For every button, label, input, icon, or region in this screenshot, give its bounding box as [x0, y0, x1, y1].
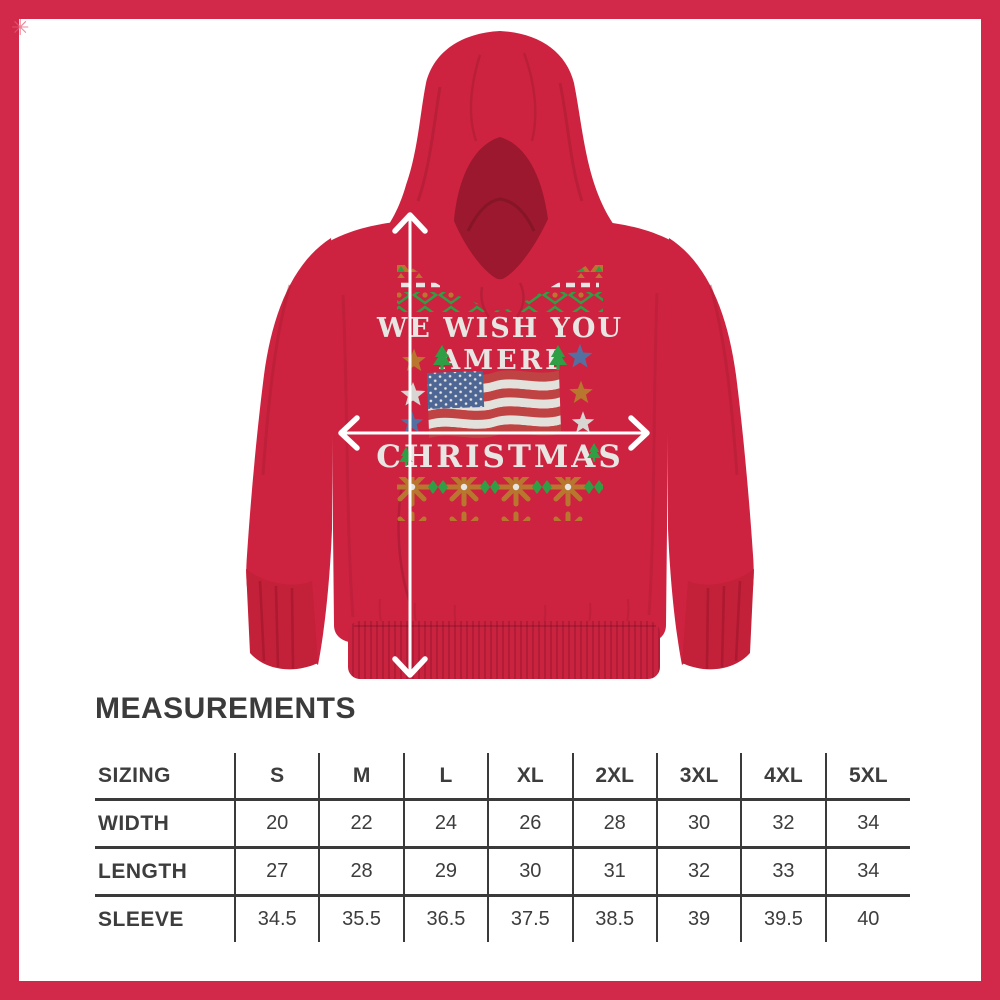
length-s: 27: [233, 847, 320, 896]
header-size-m: M: [318, 753, 404, 800]
snowflake-icon: ✳: [11, 15, 30, 40]
length-2xl: 31: [571, 847, 657, 896]
width-2xl: 28: [571, 799, 657, 848]
header-sizing: SIZING: [98, 763, 172, 787]
length-4xl: 33: [740, 847, 826, 896]
sleeve-l: 36.5: [402, 895, 489, 942]
width-arrow: [338, 415, 650, 451]
length-5xl: 34: [824, 847, 910, 896]
width-s: 20: [233, 799, 320, 848]
width-l: 24: [402, 799, 489, 848]
page-title: MEASUREMENTS: [95, 692, 357, 725]
length-m: 28: [318, 847, 404, 896]
right-cuff: [682, 569, 754, 670]
width-m: 22: [318, 799, 404, 848]
header-size-xl: XL: [487, 753, 573, 800]
width-4xl: 32: [740, 799, 826, 848]
right-sleeve: [667, 238, 754, 665]
sleeve-s: 34.5: [233, 895, 320, 942]
sleeve-3xl: 39: [655, 895, 742, 942]
header-size-2xl: 2XL: [571, 753, 657, 800]
table-row-sleeve: SLEEVE 34.5 35.5 36.5 37.5 38.5 39 39.5 …: [95, 895, 910, 942]
length-arrow: [392, 212, 428, 678]
row-label-width: WIDTH: [98, 811, 170, 835]
print-line1: WE WISH YOU: [376, 313, 623, 344]
hoodie-product-image: WE WISH YOU AMERI CHRISTMA: [246, 31, 754, 679]
length-xl: 30: [487, 847, 573, 896]
table-row-length: LENGTH 27 28 29 30 31 32 33 34: [95, 847, 910, 896]
header-size-3xl: 3XL: [655, 753, 742, 800]
waistband: [348, 621, 660, 679]
print-line3: CHRISTMAS: [376, 439, 623, 475]
left-cuff: [246, 569, 318, 670]
header-size-4xl: 4XL: [740, 753, 826, 800]
sleeve-5xl: 40: [824, 895, 910, 942]
size-table: SIZING S M L XL 2XL 3XL 4XL 5XL WIDTH 20…: [95, 753, 910, 942]
sleeve-m: 35.5: [318, 895, 404, 942]
width-5xl: 34: [824, 799, 910, 848]
sleeve-4xl: 39.5: [740, 895, 826, 942]
header-size-l: L: [402, 753, 489, 800]
header-size-5xl: 5XL: [824, 753, 910, 800]
table-header-row: SIZING S M L XL 2XL 3XL 4XL 5XL: [95, 753, 910, 800]
row-label-length: LENGTH: [98, 859, 188, 883]
table-row-width: WIDTH 20 22 24 26 28 30 32 34: [95, 799, 910, 848]
row-label-sleeve: SLEEVE: [98, 907, 184, 931]
width-xl: 26: [487, 799, 573, 848]
print-line2: AMERI: [438, 345, 560, 376]
header-size-s: S: [233, 753, 320, 800]
left-sleeve: [246, 238, 333, 665]
length-l: 29: [402, 847, 489, 896]
hood-opening: [454, 137, 548, 280]
sleeve-xl: 37.5: [487, 895, 573, 942]
length-3xl: 32: [655, 847, 742, 896]
american-flag-icon: [426, 368, 562, 440]
sleeve-2xl: 38.5: [571, 895, 657, 942]
width-3xl: 30: [655, 799, 742, 848]
